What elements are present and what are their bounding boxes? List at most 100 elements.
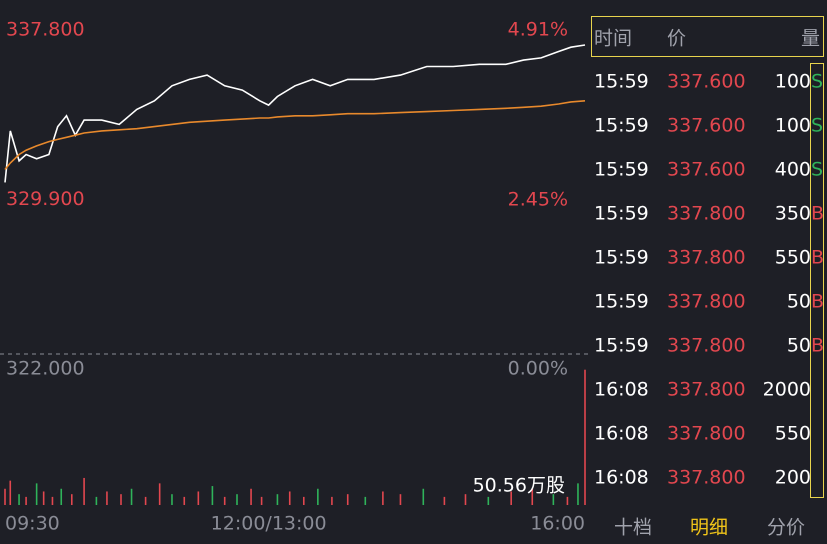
volume-bar	[9, 480, 12, 505]
volume-bar	[4, 488, 6, 505]
table-header: 量	[801, 28, 820, 50]
volume-bar	[443, 496, 446, 505]
tab[interactable]: 分价	[767, 517, 805, 539]
trade-side: S	[811, 115, 823, 137]
average-line	[4, 100, 586, 171]
volume-bar	[276, 494, 279, 505]
side-highlight	[810, 63, 824, 498]
trade-price: 337.600	[667, 159, 746, 181]
volume-bar	[211, 486, 214, 505]
trade-time: 15:59	[594, 335, 649, 357]
trade-volume: 100	[775, 71, 811, 93]
volume-bar	[552, 494, 555, 505]
trade-volume: 200	[775, 467, 811, 489]
trade-price: 337.800	[667, 335, 746, 357]
trade-side: B	[811, 335, 824, 357]
trade-volume: 350	[775, 203, 811, 225]
x-tick-label: 12:00/13:00	[211, 513, 327, 535]
trade-price: 337.800	[667, 379, 746, 401]
tab[interactable]: 十档	[614, 517, 652, 539]
header-highlight	[591, 16, 824, 57]
volume-bar	[95, 496, 98, 505]
volume-bar	[331, 496, 333, 505]
volume-bar	[120, 494, 122, 505]
volume-bar	[144, 496, 147, 505]
trade-time: 15:59	[594, 115, 649, 137]
table-header: 时间	[594, 28, 632, 50]
price-line	[4, 44, 586, 183]
trade-volume: 400	[775, 159, 811, 181]
y2-tick-label: 4.91%	[508, 19, 568, 41]
y-tick-label: 329.900	[6, 188, 85, 210]
trade-time: 15:59	[594, 159, 649, 181]
trade-time: 16:08	[594, 379, 649, 401]
tab[interactable]: 明细	[690, 517, 728, 539]
y-tick-label: 337.800	[6, 19, 85, 41]
trade-volume: 50	[787, 335, 811, 357]
volume-bar	[510, 491, 512, 505]
trade-time: 15:59	[594, 203, 649, 225]
trade-volume: 550	[775, 423, 811, 445]
volume-bar	[197, 491, 200, 505]
volume-bar	[42, 491, 45, 505]
trade-time: 15:59	[594, 71, 649, 93]
volume-bar	[399, 494, 402, 505]
volume-bar	[382, 491, 384, 505]
y-tick-label: 322.000	[6, 358, 85, 380]
volume-bar	[566, 496, 569, 505]
volume-bar	[302, 496, 305, 505]
volume-bar	[464, 494, 467, 505]
trade-price: 337.800	[667, 203, 746, 225]
volume-bar	[171, 494, 173, 505]
trade-price: 337.800	[667, 423, 746, 445]
volume-bar	[35, 483, 38, 505]
volume-bar	[183, 496, 186, 505]
trade-time: 16:08	[594, 467, 649, 489]
volume-bar	[130, 488, 133, 505]
trade-side: B	[811, 203, 824, 225]
volume-bar	[158, 483, 161, 505]
volume-bar	[317, 488, 319, 505]
volume-bar	[236, 494, 238, 505]
volume-bar	[577, 483, 579, 505]
volume-bar	[106, 491, 108, 505]
volume-bar	[18, 494, 20, 505]
trade-volume: 2000	[763, 379, 811, 401]
table-header: 价	[667, 28, 686, 50]
y2-tick-label: 2.45%	[508, 188, 568, 210]
volume-bar	[51, 496, 54, 505]
trade-side: S	[811, 159, 823, 181]
volume-bar	[250, 488, 252, 505]
volume-bar	[223, 496, 226, 505]
volume-bar	[260, 496, 263, 505]
volume-bar	[70, 494, 73, 505]
trade-time: 16:08	[594, 423, 649, 445]
trade-side: B	[811, 291, 824, 313]
trade-price: 337.800	[667, 467, 746, 489]
volume-bar	[83, 477, 85, 505]
x-tick-label: 09:30	[5, 513, 60, 535]
trade-price: 337.800	[667, 247, 746, 269]
volume-bar	[487, 496, 490, 505]
volume-label: 50.56万股	[473, 475, 565, 497]
volume-bar	[422, 488, 425, 505]
trade-price: 337.600	[667, 71, 746, 93]
trade-volume: 50	[787, 291, 811, 313]
trade-time: 15:59	[594, 247, 649, 269]
volume-bar	[25, 496, 27, 505]
volume-bar	[584, 369, 586, 505]
trade-side: S	[811, 71, 823, 93]
trade-time: 15:59	[594, 291, 649, 313]
trade-volume: 550	[775, 247, 811, 269]
volume-bar	[531, 488, 534, 505]
volume-bar	[288, 491, 291, 505]
volume-bar	[364, 496, 367, 505]
x-tick-label: 16:00	[530, 513, 585, 535]
y2-tick-label: 0.00%	[508, 358, 568, 380]
volume-bar	[346, 494, 349, 505]
trade-volume: 100	[775, 115, 811, 137]
trade-side: B	[811, 247, 824, 269]
trade-price: 337.600	[667, 115, 746, 137]
